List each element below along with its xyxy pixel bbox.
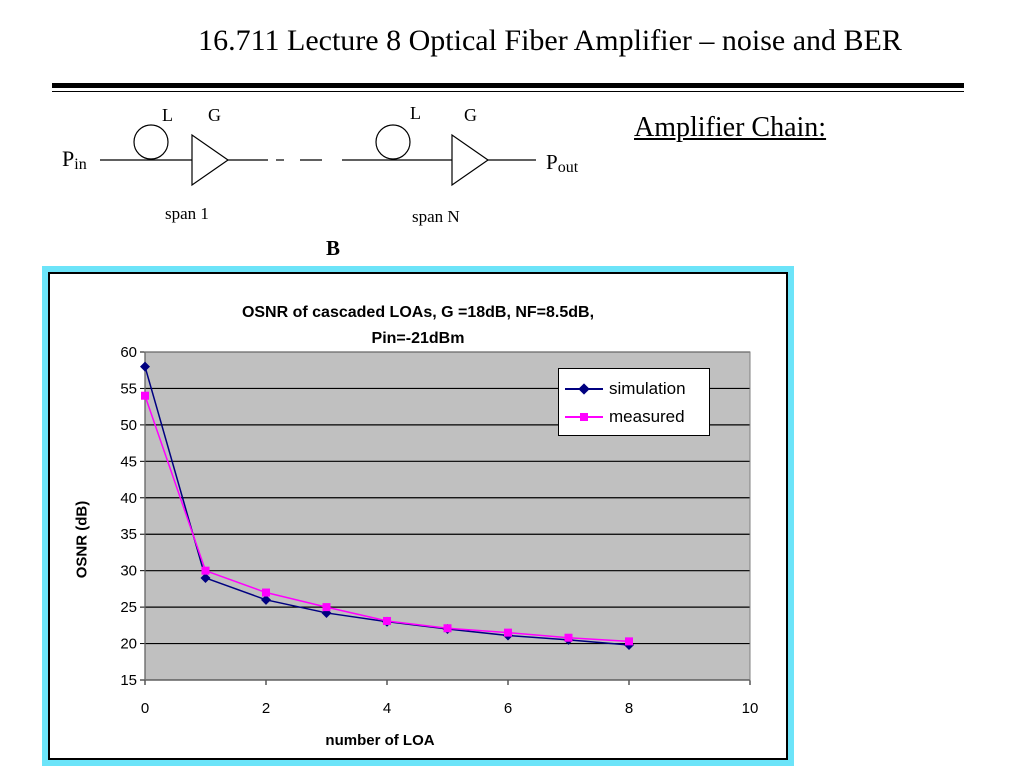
y-tick-label: 60	[120, 344, 137, 361]
data-point-measured	[322, 603, 331, 612]
data-point-measured	[625, 637, 633, 646]
osnr-chart: 15 20 25 30 35 40 45 50 55 60 0 2 4 6 8 10	[120, 344, 759, 717]
y-tick-label: 45	[120, 453, 137, 470]
x-tick-label: 10	[742, 700, 759, 717]
amplifier-triangle-icon-1	[191, 133, 230, 187]
span-first-label: span 1	[165, 204, 209, 223]
x-tick-label: 8	[625, 700, 633, 717]
x-tick-label: 0	[141, 700, 149, 717]
fiber-loop-icon-n	[375, 124, 411, 160]
y-tick-label: 30	[120, 563, 137, 580]
legend-label-simulation: simulation	[609, 379, 686, 398]
data-point-measured	[141, 391, 149, 400]
x-tick-label: 6	[504, 700, 512, 717]
chart-frame: OSNR of cascaded LOAs, G =18dB, NF=8.5dB…	[42, 266, 794, 766]
figure-label: B	[326, 236, 341, 260]
data-point-simulation	[261, 594, 271, 605]
input-power-label: Pin	[62, 146, 87, 173]
x-tick-label: 4	[383, 700, 391, 717]
data-point-measured	[443, 624, 452, 633]
y-tick-label: 55	[120, 380, 137, 397]
square-marker-icon	[580, 413, 588, 421]
loss-label-1: L	[162, 105, 173, 125]
slide-title: 16.711 Lecture 8 Optical Fiber Amplifier…	[198, 24, 902, 57]
data-point-simulation	[140, 361, 150, 372]
gain-label-n: G	[464, 105, 477, 125]
y-axis-title: OSNR (dB)	[73, 500, 91, 579]
amplifier-triangle-icon-n	[451, 133, 490, 187]
legend-item-simulation: simulation	[565, 377, 686, 401]
output-power-label: Pout	[546, 150, 579, 176]
data-point-measured	[564, 633, 573, 642]
legend-swatch-measured	[565, 407, 603, 427]
data-point-measured	[383, 616, 391, 625]
y-tick-label: 40	[120, 490, 137, 507]
fiber-loop-icon-1	[133, 124, 169, 160]
y-tick-label: 20	[120, 636, 137, 653]
y-tick-label: 50	[120, 417, 137, 434]
plot-border	[144, 351, 751, 681]
legend-item-measured: measured	[565, 405, 685, 429]
chart-legend: simulation measured	[558, 368, 710, 436]
title-divider-thin	[52, 91, 964, 92]
y-tick-label: 25	[120, 599, 137, 616]
chart-title: OSNR of cascaded LOAs, G =18dB, NF=8.5dB…	[50, 300, 786, 352]
legend-label-measured: measured	[609, 407, 685, 426]
title-divider-thick	[52, 83, 964, 88]
chart-area: OSNR of cascaded LOAs, G =18dB, NF=8.5dB…	[48, 272, 788, 760]
loss-label-n: L	[410, 103, 421, 123]
x-tick-label: 2	[262, 700, 270, 717]
gain-label-1: G	[208, 105, 221, 125]
amplifier-chain-heading: Amplifier Chain:	[634, 112, 827, 143]
y-tick-label: 35	[120, 526, 137, 543]
data-point-measured	[504, 628, 512, 637]
chart-title-line1: OSNR of cascaded LOAs, G =18dB, NF=8.5dB…	[241, 304, 595, 321]
amplifier-chain-diagram: Pin L G span 1 L G span N Pout	[0, 0, 620, 260]
span-last-label: span N	[412, 207, 460, 226]
x-axis-title: number of LOA	[325, 732, 435, 749]
legend-swatch-simulation	[565, 379, 603, 399]
y-tick-label: 15	[120, 672, 137, 689]
data-point-simulation	[200, 572, 211, 583]
data-point-measured	[262, 588, 270, 597]
data-point-measured	[201, 566, 210, 575]
chart-title-line2: Pin=-21dBm	[371, 330, 465, 347]
diamond-marker-icon	[578, 383, 590, 395]
diagram-drawing	[100, 124, 536, 187]
